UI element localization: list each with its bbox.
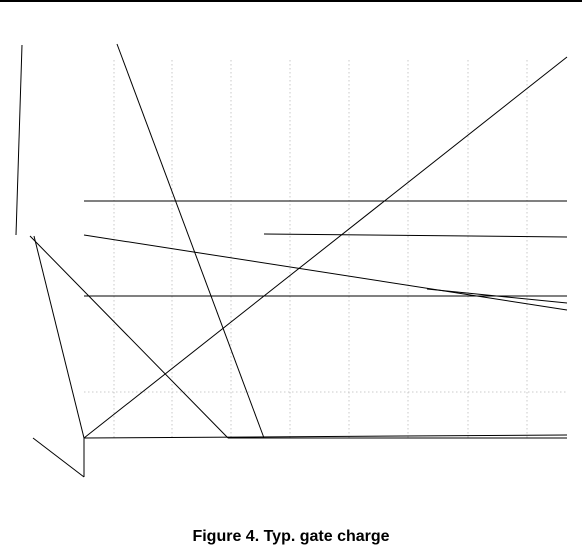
left-triangle-edge-2 [33,235,85,439]
rising-diagonal [83,56,568,439]
horizontal-line-2 [263,233,568,238]
diagram-lines [15,43,568,478]
figure-caption: Figure 4. Typ. gate charge [192,528,390,545]
sloped-line-1 [83,234,568,311]
left-line [15,44,23,236]
gate-charge-figure [15,43,568,478]
steep-diagonal [116,43,265,439]
left-triangle-edge-1 [29,235,229,439]
sloped-line-2 [426,288,568,304]
bottom-baseline [83,434,568,439]
top-rule [0,0,582,2]
corner-edge-1 [32,437,85,478]
